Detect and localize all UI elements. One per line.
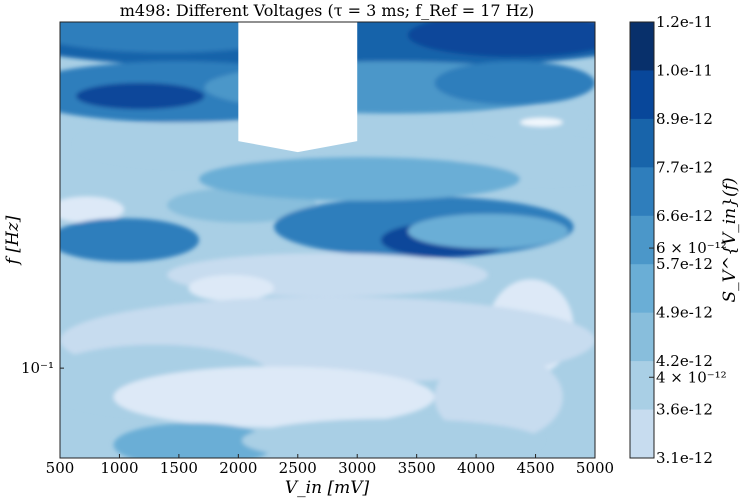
contour-region (60, 218, 200, 262)
colorbar-segment (630, 22, 654, 71)
colorbar-tick-label: 1.0e-11 (656, 61, 713, 79)
x-tick-label: 500 (46, 459, 75, 477)
colorbar-tick-label: 4.9e-12 (656, 304, 713, 322)
colorbar-segment (630, 264, 654, 314)
x-tick-label: 2500 (279, 459, 317, 477)
y-axis-label: f [Hz] (3, 215, 23, 266)
colorbar-tick-label: 6.6e-12 (656, 207, 713, 225)
x-tick-label: 5000 (576, 459, 614, 477)
colorbar-ticks: 1.2e-11 1.0e-11 8.9e-12 7.7e-12 6.6e-12 5.7e-… (649, 13, 727, 467)
contour-region (76, 83, 205, 110)
colorbar-frame (629, 21, 655, 459)
contour-region (199, 157, 521, 201)
colorbar-segment (630, 312, 654, 362)
x-tick-label: 4000 (457, 459, 495, 477)
colorbar-tick-label: 7.7e-12 (656, 158, 713, 176)
x-tick-label: 3500 (398, 459, 436, 477)
x-tick-label: 1000 (100, 459, 138, 477)
x-tick-label: 1500 (160, 459, 198, 477)
x-axis-label: V_in [mV] (285, 478, 370, 498)
colorbar-segment (630, 167, 654, 217)
plot-area (60, 22, 595, 458)
x-tick-label: 3000 (338, 459, 376, 477)
colorbar-tick-label: 1.2e-11 (656, 13, 713, 31)
contour-region (188, 274, 274, 302)
colorbar-tick-label: 8.9e-12 (656, 110, 713, 128)
colorbar-segment (630, 215, 654, 265)
x-axis: 500 1000 1500 2000 2500 3000 3500 4000 4500 5000 (46, 454, 614, 477)
colorbar-tick-label: 3.1e-12 (656, 449, 713, 467)
contour-region (60, 196, 125, 223)
colorbar-tick-label: 3.6e-12 (656, 401, 713, 419)
y-axis: 10⁻¹ (21, 359, 64, 377)
x-tick-label: 2000 (219, 459, 257, 477)
colorbar-segment (630, 118, 654, 168)
colorbar-segment (630, 361, 654, 411)
colorbar-segment (630, 70, 654, 120)
colorbar-minor-tick-label: 4 × 10⁻¹² (656, 368, 727, 386)
plot-frame (59, 21, 596, 459)
contour-region (407, 213, 569, 249)
colorbar-label: S_V^{V_in}(f) (720, 177, 740, 302)
colorbar-tick-label: 5.7e-12 (656, 255, 713, 273)
contour-region (241, 418, 542, 458)
colorbar-segment (630, 409, 654, 459)
masked-region (238, 22, 358, 153)
x-tick-label: 4500 (516, 459, 554, 477)
contour-region (520, 117, 563, 127)
contour-region (434, 353, 563, 441)
chart-title: m498: Different Voltages (τ = 3 ms; f_Re… (120, 1, 535, 20)
contour-region (113, 423, 274, 458)
colorbar-minor-tick-label: 6 × 10⁻¹² (656, 239, 727, 257)
y-tick-label: 10⁻¹ (21, 359, 54, 377)
colorbar (629, 21, 655, 459)
contour-region (434, 61, 595, 105)
contour-region (113, 366, 435, 428)
contour-region (407, 22, 595, 57)
colorbar-tick-label: 4.2e-12 (656, 352, 713, 370)
